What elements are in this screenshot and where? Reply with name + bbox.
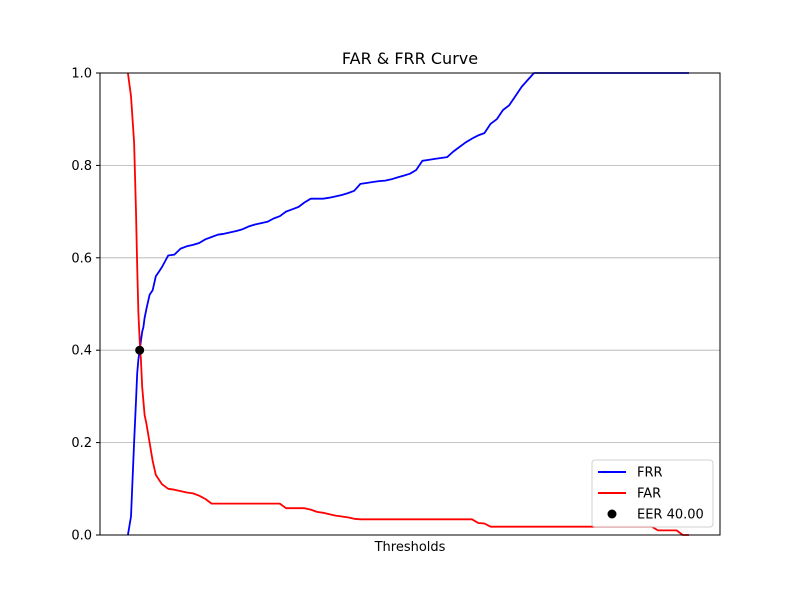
y-tick-label: 0.8 (71, 159, 92, 174)
series-line-far (127, 72, 689, 536)
x-axis-label: Thresholds (374, 540, 446, 555)
y-tick-label: 0.0 (71, 529, 92, 544)
eer-markers (135, 345, 145, 355)
legend-label: FAR (637, 487, 661, 502)
y-tick-label: 0.6 (71, 251, 92, 266)
y-tick-label: 0.4 (71, 344, 92, 359)
y-tick-label: 1.0 (71, 67, 92, 82)
legend-label: EER 40.00 (637, 508, 704, 523)
y-axis-ticks: 0.0 0.2 0.4 0.6 0.8 1.0 (71, 67, 100, 544)
y-tick-label: 0.2 (71, 436, 92, 451)
chart-title: FAR & FRR Curve (342, 49, 478, 68)
legend-marker (607, 509, 617, 519)
grid-lines (100, 164, 720, 444)
legend-label: FRR (637, 466, 663, 481)
eer-point (135, 345, 145, 355)
legend-box (591, 459, 714, 528)
plot-frame (99, 72, 721, 536)
legend: FRR FAR EER 40.00 (591, 459, 714, 528)
